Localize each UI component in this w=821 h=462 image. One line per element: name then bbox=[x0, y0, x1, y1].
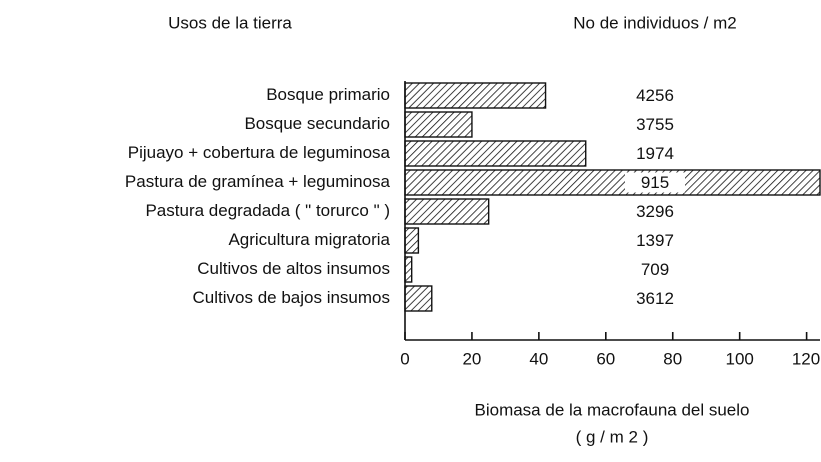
count-label: 915 bbox=[641, 173, 669, 192]
category-label: Agricultura migratoria bbox=[228, 230, 390, 249]
x-axis-label: ( g / m 2 ) bbox=[576, 427, 649, 446]
x-tick-label: 60 bbox=[596, 349, 615, 368]
category-label: Pijuayo + cobertura de leguminosa bbox=[128, 143, 391, 162]
category-header: Usos de la tierra bbox=[168, 13, 292, 32]
category-label: Bosque secundario bbox=[244, 114, 390, 133]
bar bbox=[404, 227, 420, 254]
bar bbox=[404, 111, 473, 138]
count-label: 3755 bbox=[636, 115, 674, 134]
bar bbox=[404, 82, 547, 109]
x-tick-label: 20 bbox=[462, 349, 481, 368]
bar bbox=[404, 256, 413, 283]
count-label: 3296 bbox=[636, 202, 674, 221]
count-label: 3612 bbox=[636, 289, 674, 308]
x-axis-label: Biomasa de la macrofauna del suelo bbox=[475, 400, 750, 419]
count-label: 1974 bbox=[636, 144, 674, 163]
bar bbox=[404, 198, 490, 225]
x-tick-label: 120 bbox=[792, 349, 820, 368]
category-label: Cultivos de bajos insumos bbox=[193, 288, 390, 307]
x-tick-label: 100 bbox=[725, 349, 753, 368]
x-tick-label: 0 bbox=[400, 349, 409, 368]
count-label: 4256 bbox=[636, 86, 674, 105]
category-label: Bosque primario bbox=[266, 85, 390, 104]
count-label: 709 bbox=[641, 260, 669, 279]
bar bbox=[404, 169, 821, 196]
bar bbox=[404, 140, 587, 167]
count-label: 1397 bbox=[636, 231, 674, 250]
x-tick-label: 80 bbox=[663, 349, 682, 368]
category-label: Pastura degradada ( " torurco " ) bbox=[145, 201, 390, 220]
bar bbox=[404, 285, 433, 312]
count-header: No de individuos / m2 bbox=[573, 13, 736, 32]
category-label: Pastura de gramínea + leguminosa bbox=[125, 172, 391, 191]
x-tick-label: 40 bbox=[529, 349, 548, 368]
category-label: Cultivos de altos insumos bbox=[197, 259, 390, 278]
count-label-background bbox=[625, 172, 685, 193]
